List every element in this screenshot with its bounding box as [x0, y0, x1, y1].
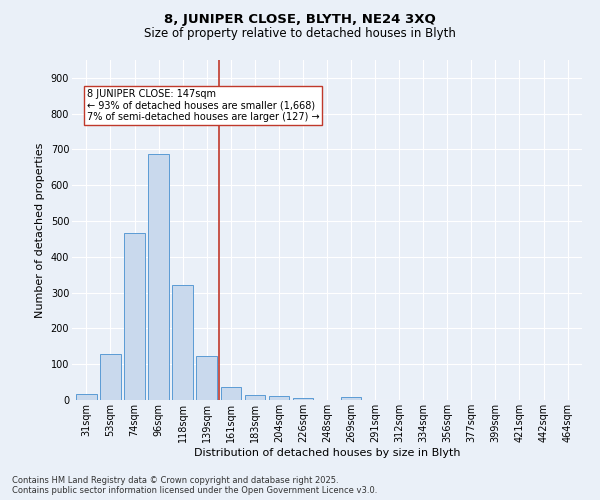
- Bar: [293, 398, 313, 400]
- Bar: [172, 286, 193, 400]
- Bar: [124, 232, 145, 400]
- Bar: [341, 397, 361, 400]
- Bar: [196, 356, 217, 400]
- Bar: [100, 354, 121, 400]
- Text: 8 JUNIPER CLOSE: 147sqm
← 93% of detached houses are smaller (1,668)
7% of semi-: 8 JUNIPER CLOSE: 147sqm ← 93% of detache…: [86, 88, 319, 122]
- Text: Size of property relative to detached houses in Blyth: Size of property relative to detached ho…: [144, 28, 456, 40]
- Bar: [76, 394, 97, 400]
- Text: Contains HM Land Registry data © Crown copyright and database right 2025.
Contai: Contains HM Land Registry data © Crown c…: [12, 476, 377, 495]
- Y-axis label: Number of detached properties: Number of detached properties: [35, 142, 45, 318]
- Bar: [148, 154, 169, 400]
- Bar: [269, 396, 289, 400]
- Bar: [221, 388, 241, 400]
- Text: 8, JUNIPER CLOSE, BLYTH, NE24 3XQ: 8, JUNIPER CLOSE, BLYTH, NE24 3XQ: [164, 12, 436, 26]
- Bar: [245, 394, 265, 400]
- X-axis label: Distribution of detached houses by size in Blyth: Distribution of detached houses by size …: [194, 448, 460, 458]
